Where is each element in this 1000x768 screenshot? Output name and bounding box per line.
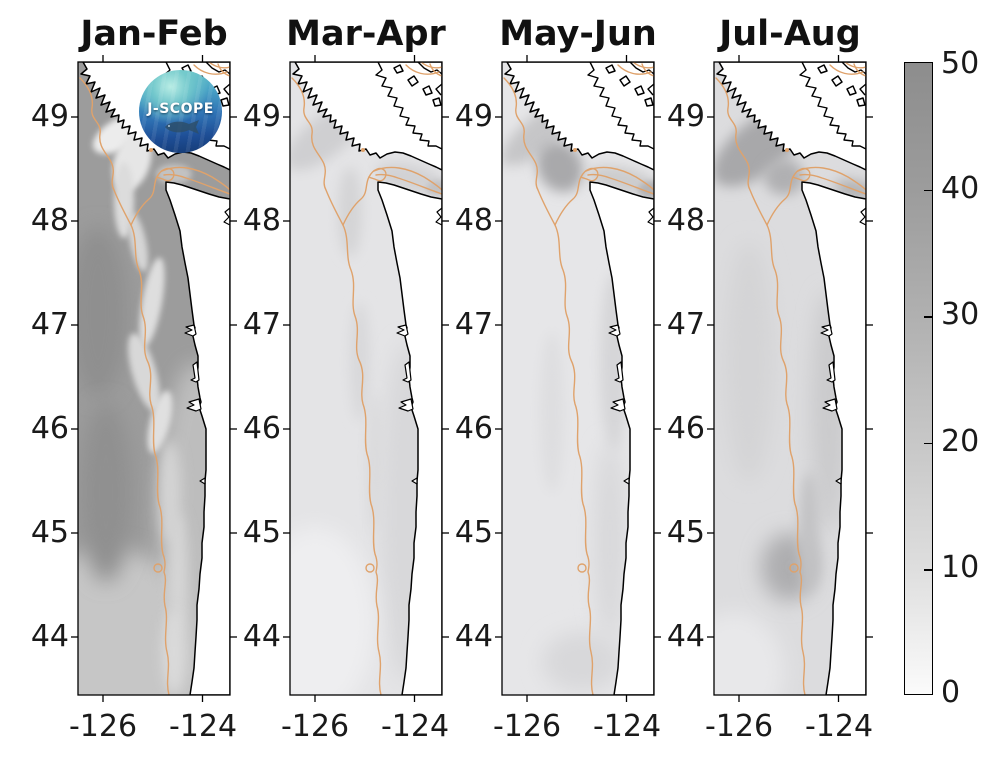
- map-jan-feb: [70, 54, 238, 703]
- lon-label: -126: [68, 709, 138, 744]
- lon-label: -124: [804, 709, 874, 744]
- lat-label: 49: [30, 99, 69, 134]
- lat-label: 47: [242, 307, 281, 342]
- lat-label: 48: [454, 203, 493, 238]
- lat-label: 47: [30, 307, 69, 342]
- colorbar-tick: [924, 569, 932, 571]
- lat-label: 47: [666, 307, 705, 342]
- lat-label: 46: [666, 411, 705, 446]
- colorbar-tick: [924, 189, 932, 192]
- lat-label: 46: [242, 411, 281, 446]
- map-mar-apr: [282, 54, 450, 703]
- colorbar-label: 10: [941, 550, 980, 586]
- lat-label: 44: [30, 619, 69, 654]
- colorbar-label: 0: [941, 675, 961, 710]
- fish-icon: [165, 120, 199, 134]
- colorbar-label: 30: [941, 297, 980, 333]
- colorbar-label: 40: [941, 170, 980, 206]
- map-may-jun: [494, 54, 662, 703]
- lat-label: 49: [454, 99, 493, 134]
- lat-label: 44: [666, 619, 705, 654]
- lon-label: -124: [168, 709, 238, 744]
- lat-label: 45: [666, 515, 705, 550]
- lon-label: -126: [704, 709, 774, 744]
- lat-label: 44: [454, 619, 493, 654]
- lat-label: 46: [30, 411, 69, 446]
- lat-label: 45: [454, 515, 493, 550]
- lat-label: 49: [666, 99, 705, 134]
- lon-label: -126: [280, 709, 350, 744]
- lon-label: -126: [492, 709, 562, 744]
- colorbar: [904, 62, 933, 695]
- logo-text: J-SCOPE: [147, 101, 214, 117]
- panel-title-3: May-Jun: [499, 14, 657, 54]
- lon-label: -124: [380, 709, 450, 744]
- lat-label: 45: [242, 515, 281, 550]
- lat-label: 48: [30, 203, 69, 238]
- colorbar-tick: [924, 442, 932, 445]
- map-jul-aug: [706, 54, 874, 703]
- colorbar-label: 20: [941, 423, 980, 459]
- jscope-logo: J-SCOPE: [139, 70, 222, 153]
- panel-title-4: Jul-Aug: [719, 14, 861, 54]
- lat-label: 49: [242, 99, 281, 134]
- colorbar-tick: [924, 316, 932, 318]
- colorbar-label: 50: [941, 46, 980, 81]
- lat-label: 45: [30, 515, 69, 550]
- lat-label: 48: [666, 203, 705, 238]
- lat-label: 47: [454, 307, 493, 342]
- lat-label: 44: [242, 619, 281, 654]
- lon-label: -124: [592, 709, 662, 744]
- panel-title-2: Mar-Apr: [286, 14, 446, 54]
- panel-title-1: Jan-Feb: [80, 14, 228, 54]
- lat-label: 46: [454, 411, 493, 446]
- logo-light-rays: [139, 70, 222, 153]
- lat-label: 48: [242, 203, 281, 238]
